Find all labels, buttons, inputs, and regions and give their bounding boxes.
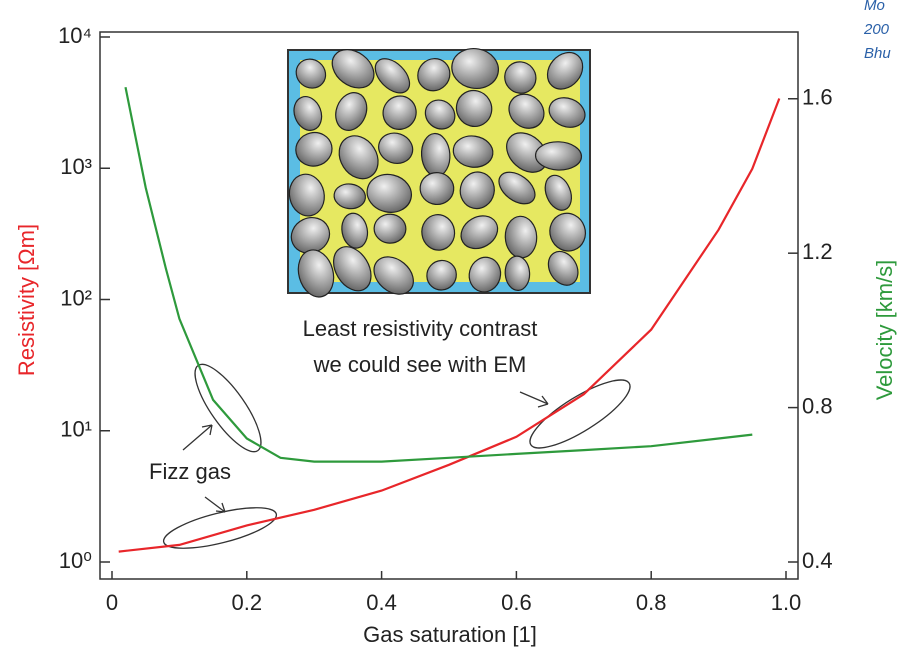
inset-grains — [285, 42, 590, 302]
y-tick-label: 10² — [60, 285, 92, 310]
y2-tick-label: 1.2 — [802, 239, 833, 264]
y2-tick-label: 0.4 — [802, 548, 833, 573]
annotation: Least resistivity contrast — [303, 316, 538, 341]
grain — [373, 214, 406, 244]
chart: Least resistivity contrast we could see … — [0, 0, 907, 653]
y-tick-label: 10⁰ — [59, 548, 92, 573]
y-tick-label: 10¹ — [60, 417, 92, 442]
y-axis-label: Resistivity [Ωm] — [14, 224, 39, 376]
callouts — [160, 356, 638, 557]
y-tick-label: 10³ — [60, 154, 92, 179]
x-tick-label: 1.0 — [771, 590, 802, 615]
source-text: Mo — [864, 0, 885, 14]
y2-axis-label: Velocity [km/s] — [872, 260, 897, 401]
y2-tick-label: 0.8 — [802, 393, 833, 418]
y-tick-label: 10⁴ — [58, 23, 92, 48]
x-tick-label: 0.8 — [636, 590, 667, 615]
x-tick-label: 0.6 — [501, 590, 532, 615]
annotation: we could see with EM — [313, 352, 527, 377]
source-text: 200 — [863, 21, 890, 38]
x-tick-label: 0.2 — [232, 590, 263, 615]
x-tick-label: 0 — [106, 590, 118, 615]
source-text: Bhu — [864, 45, 891, 62]
y2-tick-label: 1.6 — [802, 85, 833, 110]
x-axis-label: Gas saturation [1] — [363, 622, 537, 647]
annotation: Fizz gas — [149, 459, 231, 484]
x-tick-label: 0.4 — [366, 590, 397, 615]
